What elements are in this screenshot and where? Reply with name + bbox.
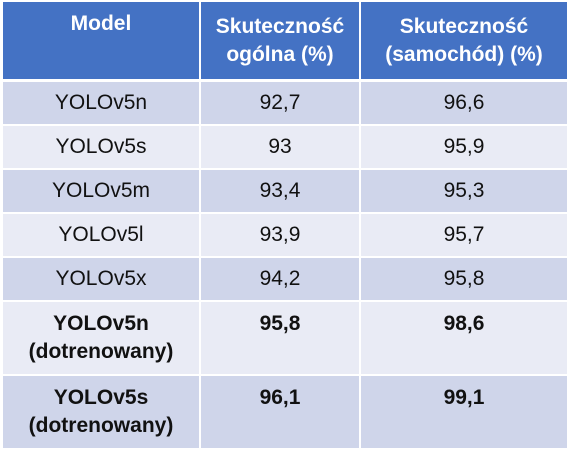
model-note: (dotrenowany) [28, 340, 174, 363]
results-table: Model Skuteczność ogólna (%) Skuteczność… [3, 2, 567, 450]
overall-cell: 92,7 [201, 82, 361, 126]
table-row: YOLOv5m 93,4 95,3 [3, 170, 567, 214]
header-row: Model Skuteczność ogólna (%) Skuteczność… [3, 2, 567, 82]
table-row: YOLOv5s 93 95,9 [3, 126, 567, 170]
model-cell: YOLOv5n [3, 82, 201, 126]
table-row: YOLOv5n (dotrenowany) 95,8 98,6 [3, 302, 567, 376]
car-cell: 95,7 [361, 214, 567, 258]
model-cell: YOLOv5n (dotrenowany) [3, 302, 201, 376]
header-car: Skuteczność (samochód) (%) [361, 2, 567, 82]
header-car-line2: (samochód) (%) [385, 42, 543, 66]
model-name: YOLOv5n [53, 312, 149, 335]
overall-cell: 93,4 [201, 170, 361, 214]
header-model: Model [3, 2, 201, 82]
model-cell: YOLOv5x [3, 258, 201, 302]
car-cell: 95,8 [361, 258, 567, 302]
overall-cell: 94,2 [201, 258, 361, 302]
table-row: YOLOv5s (dotrenowany) 96,1 99,1 [3, 376, 567, 450]
model-cell: YOLOv5l [3, 214, 201, 258]
model-note: (dotrenowany) [28, 414, 174, 437]
header-overall: Skuteczność ogólna (%) [201, 2, 361, 82]
model-name: YOLOv5s [53, 386, 149, 409]
header-model-text: Model [70, 12, 132, 35]
car-cell: 96,6 [361, 82, 567, 126]
overall-cell: 95,8 [201, 302, 361, 376]
model-cell: YOLOv5m [3, 170, 201, 214]
header-overall-line1: Skuteczność [215, 14, 345, 38]
table-row: YOLOv5l 93,9 95,7 [3, 214, 567, 258]
overall-cell: 93 [201, 126, 361, 170]
model-cell: YOLOv5s [3, 126, 201, 170]
header-overall-line2: ogólna (%) [226, 42, 334, 66]
overall-cell: 93,9 [201, 214, 361, 258]
overall-cell: 96,1 [201, 376, 361, 450]
car-cell: 95,3 [361, 170, 567, 214]
table-row: YOLOv5n 92,7 96,6 [3, 82, 567, 126]
model-cell: YOLOv5s (dotrenowany) [3, 376, 201, 450]
car-cell: 99,1 [361, 376, 567, 450]
car-cell: 98,6 [361, 302, 567, 376]
table-row: YOLOv5x 94,2 95,8 [3, 258, 567, 302]
car-cell: 95,9 [361, 126, 567, 170]
header-car-line1: Skuteczność [399, 14, 529, 38]
